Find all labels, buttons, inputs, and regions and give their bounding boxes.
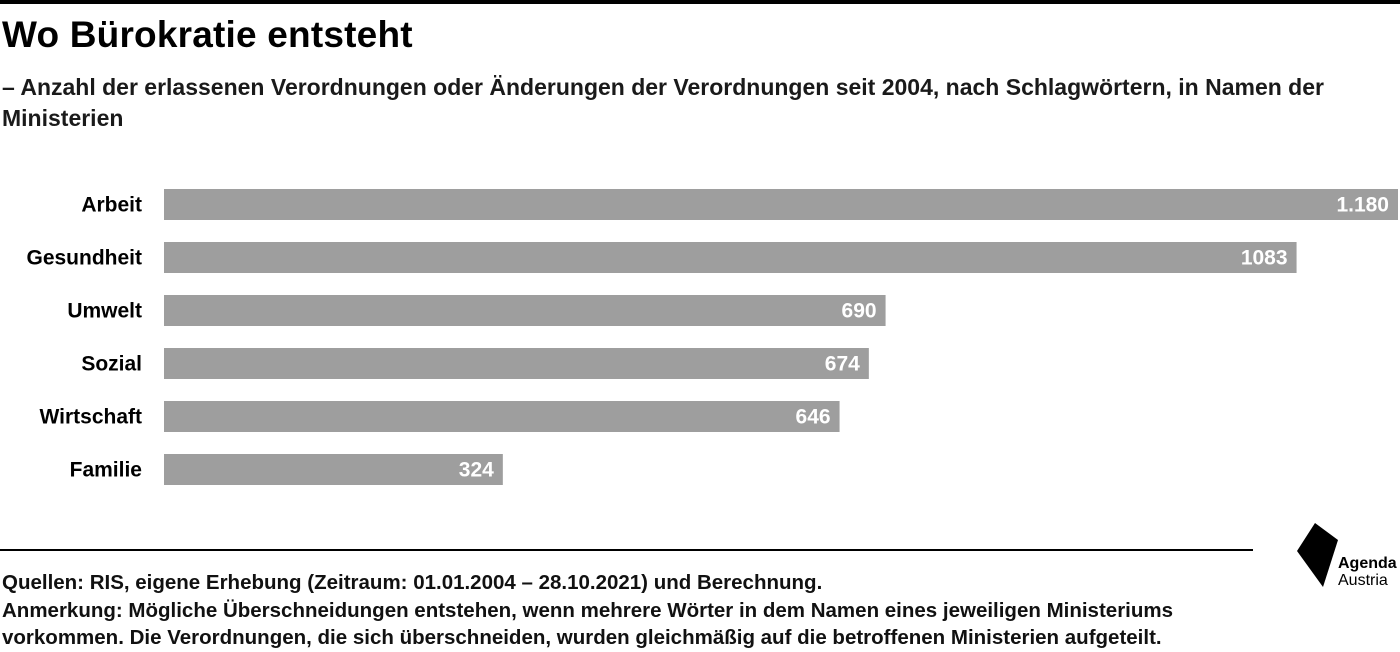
value-label-arbeit: 1.180 <box>1336 194 1389 217</box>
agenda-austria-logo-icon <box>1297 523 1338 587</box>
category-label-sozial: Sozial <box>81 353 142 376</box>
logo-text-austria: Austria <box>1338 572 1388 589</box>
bar-familie <box>164 454 503 485</box>
bar-sozial <box>164 348 869 379</box>
chart-title: Wo Bürokratie entsteht <box>2 14 413 55</box>
bar-wirtschaft <box>164 401 840 432</box>
bar-arbeit <box>164 189 1398 220</box>
sources-note: Quellen: RIS, eigene Erhebung (Zeitraum:… <box>2 571 823 594</box>
top-rule <box>0 0 1400 4</box>
category-label-gesundheit: Gesundheit <box>26 247 142 270</box>
category-label-umwelt: Umwelt <box>67 300 142 323</box>
remark-note-line-2: vorkommen. Die Verordnungen, die sich üb… <box>2 626 1162 649</box>
bar-chart: Arbeit 1.180 Gesundheit 1083 Umwelt 690 Sozial… <box>26 189 1398 485</box>
remark-note-line-1: Anmerkung: Mögliche Überschneidungen ent… <box>2 598 1174 622</box>
bar-umwelt <box>164 295 886 326</box>
value-label-wirtschaft: 646 <box>796 406 831 429</box>
category-label-wirtschaft: Wirtschaft <box>40 406 143 429</box>
bar-gesundheit <box>164 242 1297 273</box>
category-label-arbeit: Arbeit <box>81 194 142 217</box>
footer: Quellen: RIS, eigene Erhebung (Zeitraum:… <box>2 569 1272 652</box>
value-label-umwelt: 690 <box>842 300 877 323</box>
logo-text-agenda: Agenda <box>1338 555 1397 572</box>
bottom-rule <box>0 549 1253 551</box>
chart-subtitle: – Anzahl der erlassenen Verordnungen ode… <box>2 74 1324 131</box>
category-label-familie: Familie <box>70 459 142 482</box>
value-label-familie: 324 <box>459 459 494 482</box>
value-label-sozial: 674 <box>825 353 860 376</box>
value-label-gesundheit: 1083 <box>1241 247 1288 270</box>
logo-wordmark: Agenda Austria <box>1338 555 1397 589</box>
